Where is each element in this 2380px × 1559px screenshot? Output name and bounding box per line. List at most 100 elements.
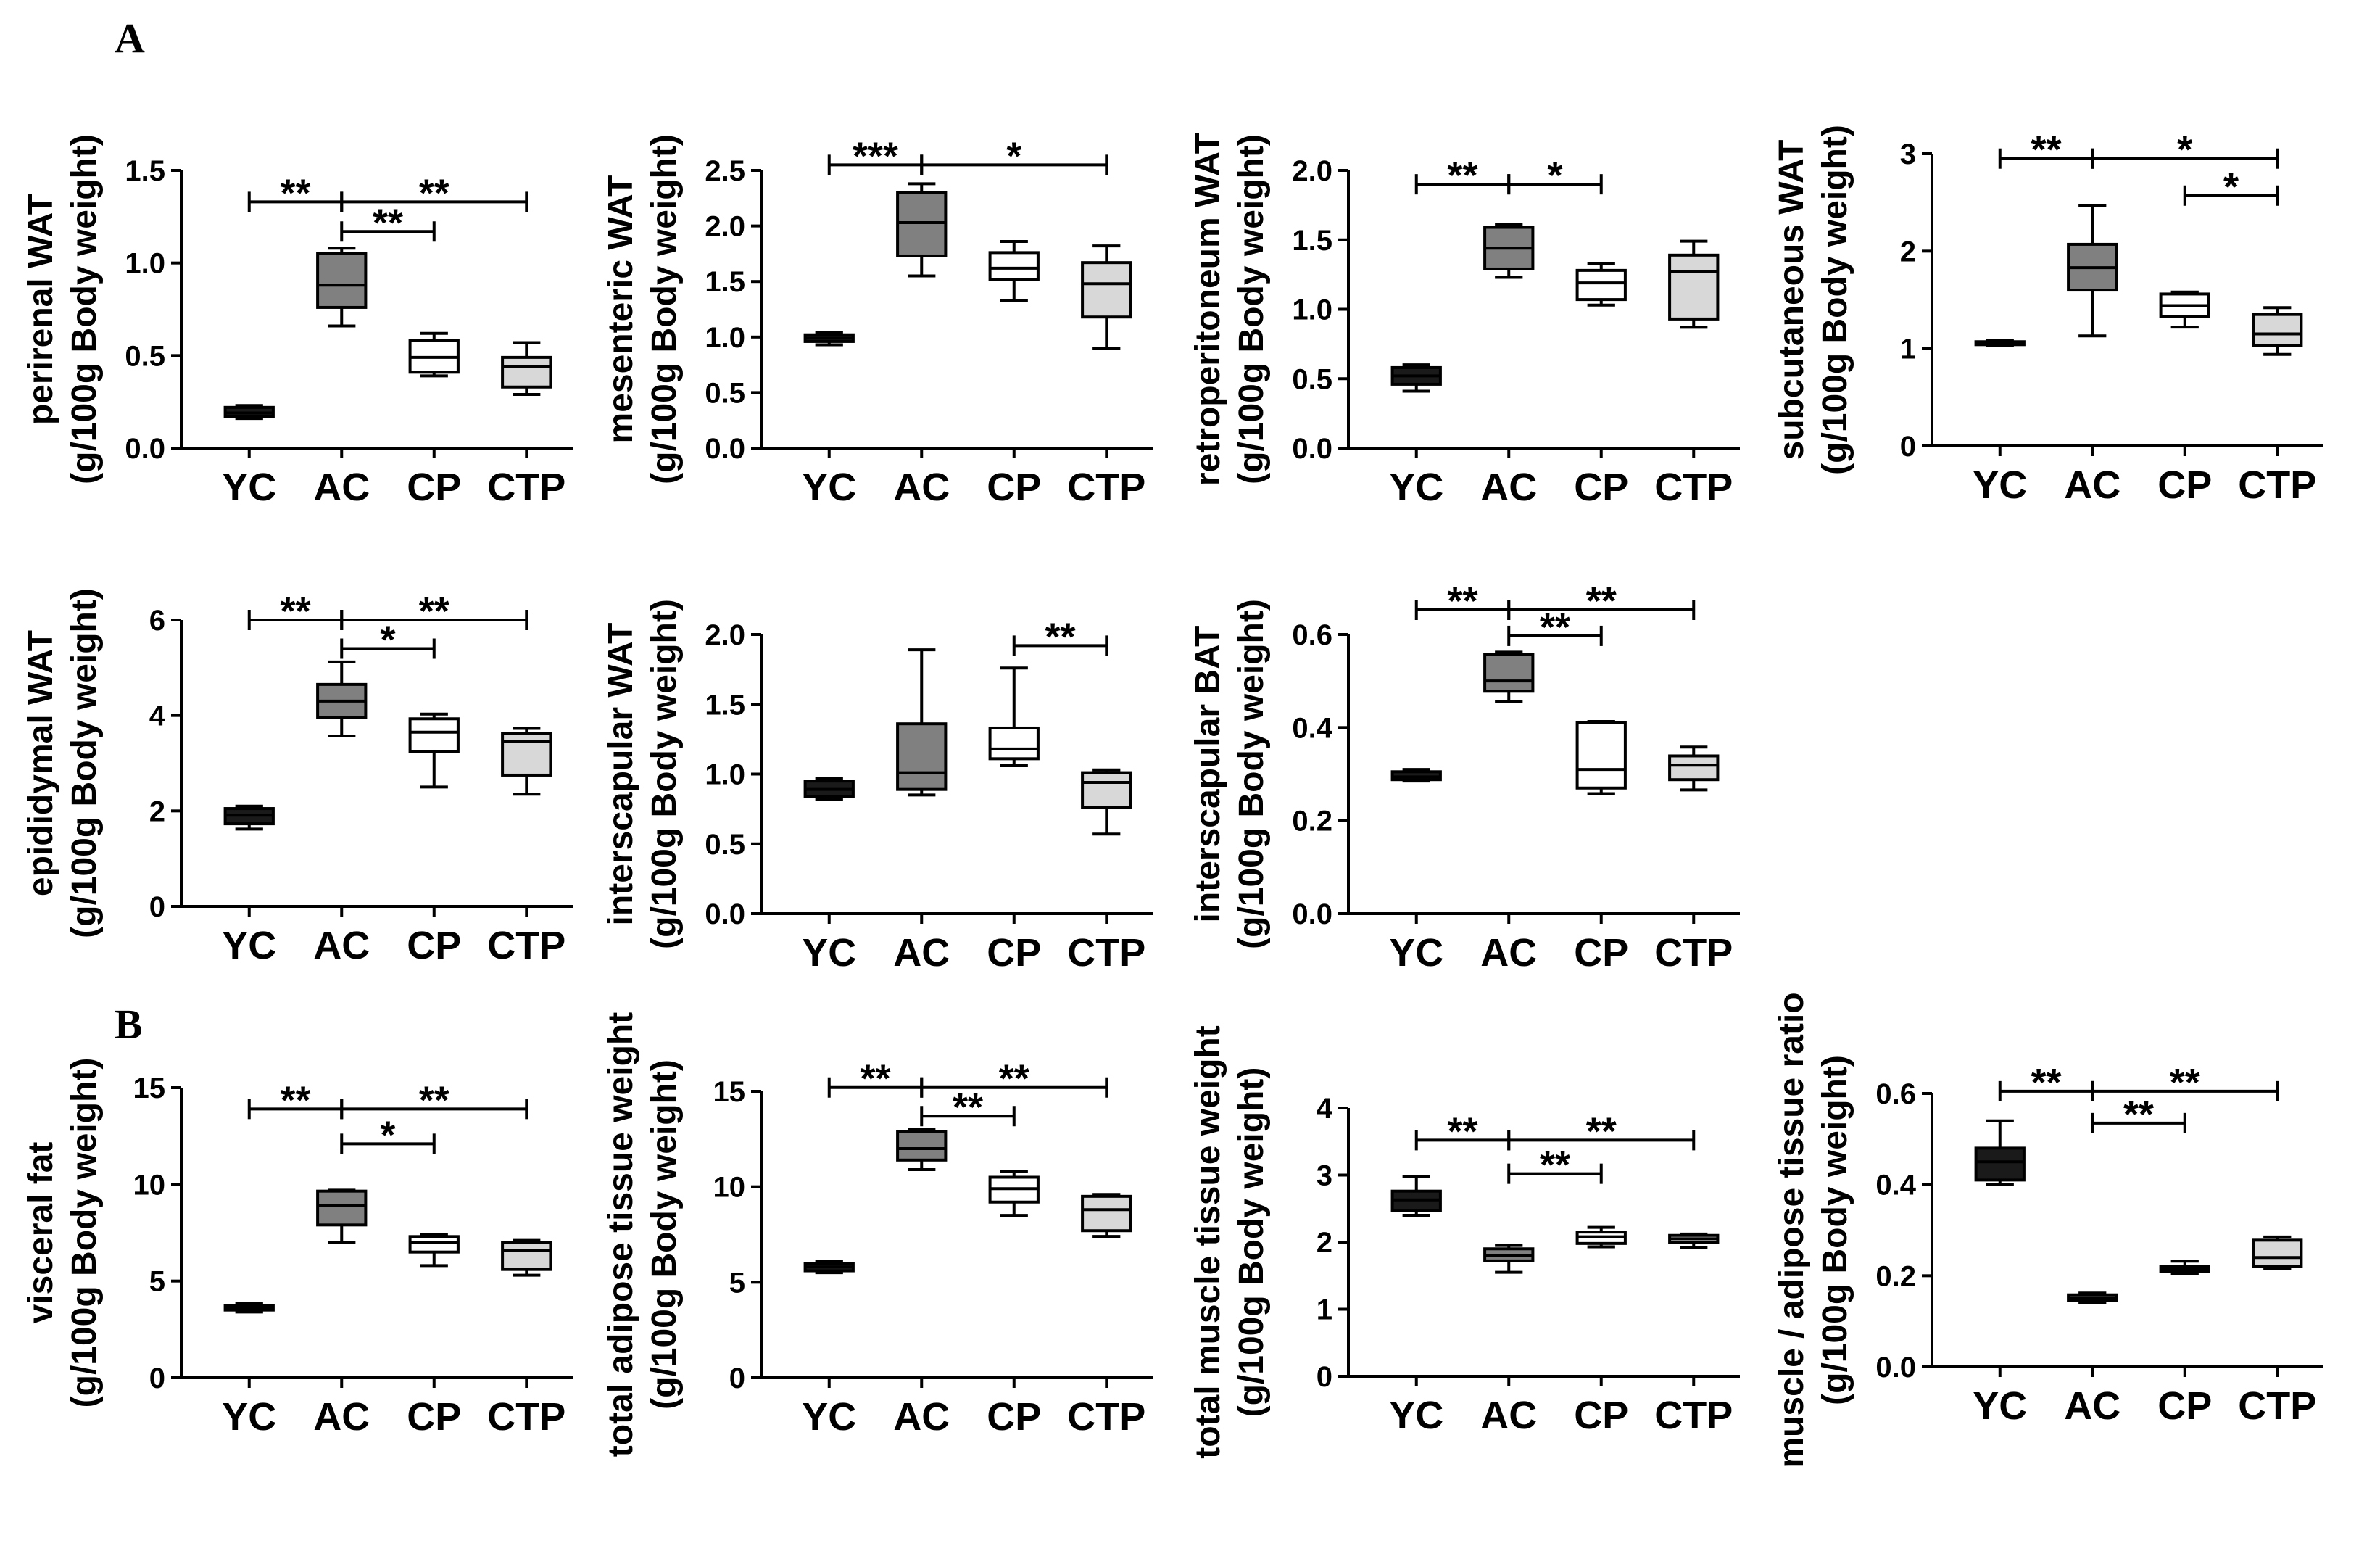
y-axis-title: epididymal WAT [22,630,60,896]
sig-label: ** [1540,605,1570,649]
y-tick-label: 2.0 [705,211,745,243]
x-tick-label: CP [407,466,461,509]
x-tick-label: CTP [487,1395,565,1439]
sig-label: ** [1586,1109,1617,1153]
x-tick-label: AC [2064,1384,2120,1428]
x-tick-label: YC [1973,1384,2027,1428]
y-tick-label: 3 [1900,138,1916,170]
y-tick-label: 0.0 [1292,433,1332,465]
sig-label: ** [1447,154,1477,197]
box-ctp [2252,313,2303,347]
x-tick-label: CTP [1654,931,1733,975]
x-tick-label: AC [893,931,950,975]
y-tick-label: 1.0 [1292,294,1332,326]
x-tick-label: CP [987,931,1041,975]
y-tick-label: 1.5 [1292,225,1332,257]
box-cp [408,1235,460,1254]
y-axis-title: retroperitoneum WAT [1189,133,1227,486]
box-cp [988,726,1040,761]
box-ac [896,191,948,257]
x-tick-label: YC [802,466,856,509]
box-yc [1974,1146,2026,1182]
box-ac [316,252,368,309]
y-tick-label: 2 [1317,1227,1332,1259]
sig-label: ** [1540,1144,1570,1187]
y-axis-unit: (g/100g Body weight) [645,134,684,484]
y-tick-label: 2.0 [1292,155,1332,187]
box-ac [896,722,948,791]
x-tick-label: YC [1389,466,1443,509]
box-cp [1575,721,1627,790]
y-axis-title: muscle / adipose tissue ratio [1772,992,1811,1468]
x-tick-label: CP [1574,1394,1628,1437]
x-tick-label: YC [1389,1394,1443,1437]
sig-label: ** [2170,1061,2200,1104]
y-axis-title: visceral fat [22,1142,60,1324]
sig-label: * [380,619,395,662]
y-tick-label: 0.0 [705,898,745,930]
y-tick-label: 1.0 [705,322,745,354]
y-tick-label: 1 [1317,1294,1332,1326]
y-tick-label: 0.2 [1292,806,1332,838]
y-axis-title: perirenal WAT [22,194,60,425]
box-ctp [2252,1238,2303,1268]
x-tick-label: CP [2157,463,2212,507]
y-tick-label: 4 [1317,1093,1333,1125]
sig-label: ** [1045,615,1075,658]
y-tick-label: 0.6 [1292,619,1332,651]
y-axis-title: total adipose tissue weight [602,1012,640,1457]
sig-label: ** [1586,579,1617,623]
y-axis-unit: (g/100g Body weight) [1816,125,1854,475]
box-ctp [1668,253,1720,321]
x-tick-label: YC [222,1395,276,1439]
y-tick-label: 0 [149,1362,165,1394]
x-tick-label: YC [1973,463,2027,507]
y-axis-title: total muscle tissue weight [1189,1025,1227,1458]
y-tick-label: 3 [1317,1160,1332,1192]
sig-label: ** [419,171,449,215]
y-tick-label: 1.0 [125,248,165,280]
box-ctp [501,355,552,389]
box-cp [988,251,1040,281]
x-tick-label: AC [1480,931,1537,975]
x-tick-label: YC [802,1395,856,1439]
y-tick-label: 2.5 [705,155,745,187]
y-axis-unit: (g/100g Body weight) [65,1058,104,1408]
box-cp [1575,268,1627,302]
sig-label: ** [373,201,403,244]
box-ctp [1668,754,1720,782]
sig-label: ** [280,171,310,215]
y-axis-unit: (g/100g Body weight) [645,1059,684,1410]
y-tick-label: 0.2 [1875,1260,1916,1292]
y-tick-label: 15 [133,1072,166,1104]
box-ac [316,1189,368,1227]
box-ctp [1081,1194,1132,1233]
box-ctp [501,732,552,777]
y-tick-label: 2 [1900,236,1916,268]
y-axis-title: mesenteric WAT [602,175,640,444]
sig-label: *** [853,134,898,178]
x-tick-label: AC [893,466,950,509]
y-tick-label: 5 [729,1267,745,1299]
y-tick-label: 0.5 [1292,363,1332,395]
x-tick-label: CP [987,466,1041,509]
y-tick-label: 0.5 [125,340,165,372]
sig-label: ** [2031,1061,2061,1104]
x-tick-label: AC [1480,1394,1537,1437]
sig-label: ** [419,590,449,633]
sig-label: * [1006,134,1021,178]
sig-label: ** [419,1078,449,1122]
y-tick-label: 2 [149,795,165,827]
y-axis-unit: (g/100g Body weight) [65,588,104,938]
x-tick-label: CP [987,1395,1041,1439]
y-axis-unit: (g/100g Body weight) [645,599,684,949]
y-tick-label: 0.5 [705,377,745,409]
x-tick-label: CTP [1067,1395,1145,1439]
y-tick-label: 1.5 [705,689,745,721]
x-tick-label: CP [1574,466,1628,509]
y-tick-label: 1 [1900,334,1916,365]
x-tick-label: YC [222,924,276,967]
sig-label: * [2177,128,2192,172]
